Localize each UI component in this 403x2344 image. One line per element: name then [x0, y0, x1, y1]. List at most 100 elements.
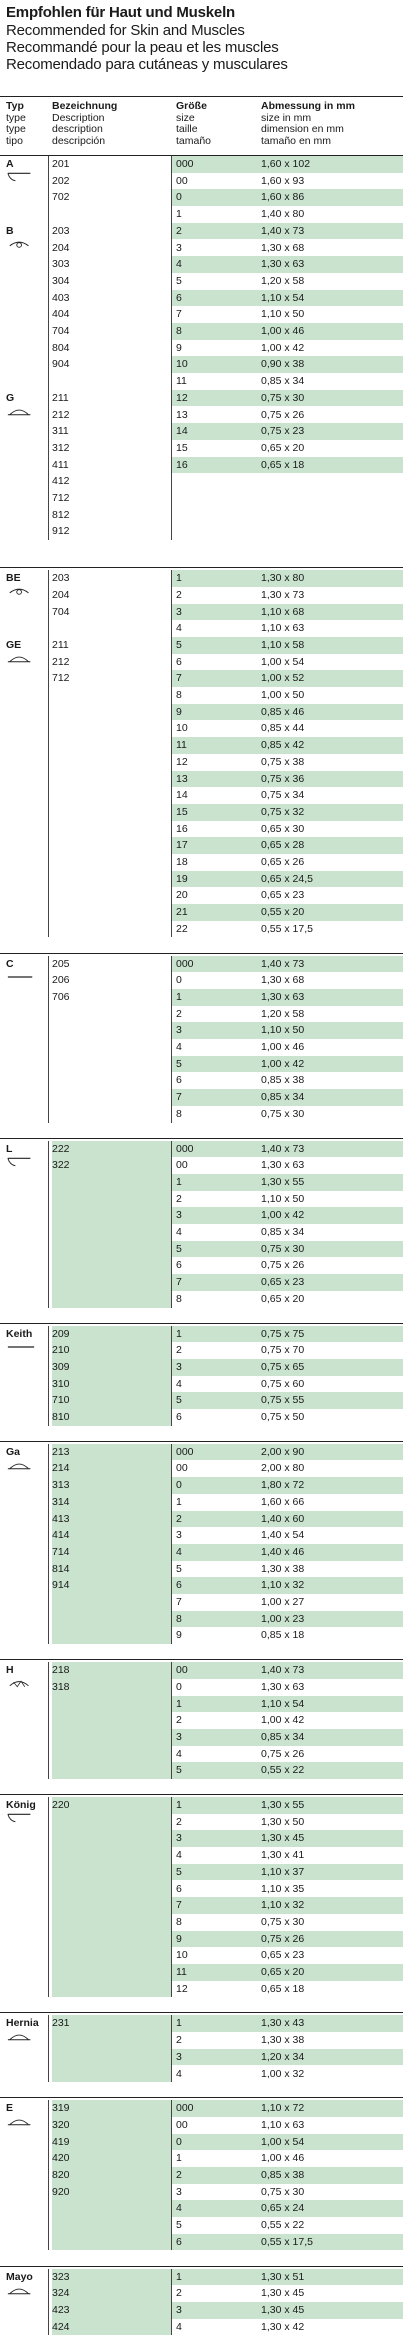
table-row: 4 1,30 x 41 — [171, 1847, 403, 1864]
description-code: 414 — [52, 1529, 70, 1542]
table-row: 3 1,30 x 45 — [171, 1830, 403, 1848]
dimension-value: 1,10 x 63 — [261, 2118, 305, 2131]
description-code: 212 — [52, 655, 70, 668]
size-value: 9 — [176, 705, 182, 718]
description-code: 203 — [52, 224, 70, 237]
size-value: 3 — [176, 605, 182, 618]
description-code: 211 — [52, 391, 69, 404]
size-value: 4 — [176, 1545, 182, 1558]
dimension-value: 1,20 x 58 — [261, 274, 305, 287]
needle-shape-icon — [7, 1345, 35, 1348]
size-value: 4 — [176, 1747, 182, 1760]
table-row: 4 1,10 x 63 — [171, 620, 403, 637]
description-code: 320 — [52, 2118, 70, 2131]
size-value: 13 — [176, 408, 188, 421]
table-row: 3 1,10 x 68 — [171, 603, 403, 621]
size-value: 9 — [176, 1629, 182, 1642]
size-value: 20 — [176, 889, 188, 902]
size-value: 8 — [176, 1915, 182, 1928]
dimension-value: 0,85 x 42 — [261, 739, 305, 752]
table-row: 3 1,10 x 50 — [171, 1022, 403, 1039]
col-size: Größe size taille tamaño — [176, 100, 212, 147]
table-row: 5 1,20 x 58 — [171, 273, 403, 290]
table-row: 3 1,20 x 34 — [171, 2048, 403, 2066]
dimension-value: 0,85 x 44 — [261, 722, 305, 735]
table-row: 6 1,10 x 35 — [171, 1881, 403, 1898]
dimension-value: 1,00 x 32 — [261, 2067, 305, 2080]
dimension-value: 0,55 x 17,5 — [261, 922, 313, 935]
size-value: 16 — [176, 822, 188, 835]
col-dimension: Abmessung in mm size in mm dimension en mm… — [261, 100, 355, 147]
table-row: 9 0,75 x 26 — [171, 1930, 403, 1948]
table-row: 1 0,75 x 75 — [171, 1325, 403, 1343]
size-value: 8 — [176, 325, 182, 337]
size-value: 3 — [176, 1730, 182, 1743]
table-row: 9 0,85 x 46 — [171, 703, 403, 721]
dimension-value: 0,75 x 38 — [261, 755, 305, 768]
size-value: 6 — [176, 1579, 182, 1592]
table-row: 9 0,85 x 18 — [171, 1627, 403, 1644]
table-row: 0 1,80 x 72 — [171, 1477, 403, 1494]
column-divider — [48, 1443, 49, 1645]
dimension-value: 1,10 x 58 — [261, 638, 305, 651]
size-value: 12 — [176, 391, 188, 404]
description-code: 403 — [52, 291, 70, 304]
table-row: 0 1,00 x 54 — [171, 2133, 403, 2151]
table-row: 3 0,75 x 65 — [171, 1358, 403, 1376]
table-row: 4 0,75 x 60 — [171, 1376, 403, 1393]
dimension-value: 1,40 x 80 — [261, 208, 305, 221]
table-row: 5 0,75 x 55 — [171, 1392, 403, 1409]
size-value: 19 — [176, 872, 188, 885]
table-row: 00 1,10 x 63 — [171, 2117, 403, 2134]
description-code: 702 — [52, 191, 70, 204]
dimension-value: 1,00 x 46 — [261, 325, 305, 337]
column-divider — [48, 2100, 49, 2251]
size-value: 18 — [176, 856, 188, 868]
dimension-value: 1,30 x 45 — [261, 1832, 305, 1845]
column-divider — [171, 2100, 172, 2251]
size-value: 10 — [176, 722, 188, 735]
size-value: 9 — [176, 341, 182, 354]
size-value: 00 — [176, 174, 188, 187]
title-de: Empfohlen für Haut und Muskeln — [6, 4, 235, 21]
table-row: 16 0,65 x 18 — [171, 456, 403, 474]
dimension-value: 1,10 x 63 — [261, 622, 305, 635]
description-code: 413 — [52, 1512, 70, 1525]
size-value: 00 — [176, 1462, 188, 1475]
type-label: C — [6, 957, 14, 970]
table-row: 7 1,00 x 27 — [171, 1594, 403, 1611]
description-code: 912 — [52, 525, 70, 538]
column-divider — [48, 1797, 49, 1998]
description-code: 404 — [52, 308, 70, 321]
size-value: 3 — [176, 1209, 182, 1222]
dimension-value: 0,75 x 30 — [261, 1107, 305, 1120]
dimension-value: 1,00 x 42 — [261, 1714, 305, 1727]
dimension-value: 1,30 x 38 — [261, 2034, 305, 2047]
dimension-value: 1,00 x 46 — [261, 1041, 305, 1053]
table-row: 3 1,40 x 54 — [171, 1527, 403, 1544]
description-code: 314 — [52, 1495, 70, 1508]
dimension-value: 0,90 x 38 — [261, 358, 305, 371]
description-code: 304 — [52, 274, 70, 287]
table-row: 3 1,30 x 45 — [171, 2301, 403, 2319]
table-row: 4 1,30 x 42 — [171, 2319, 403, 2336]
dimension-value: 1,00 x 23 — [261, 1612, 305, 1625]
dimension-value: 1,10 x 50 — [261, 1024, 305, 1037]
dimension-value: 1,60 x 86 — [261, 191, 305, 204]
dimension-value: 0,75 x 60 — [261, 1377, 305, 1390]
table-row: 8 1,00 x 46 — [171, 323, 403, 340]
size-value: 2 — [176, 1512, 182, 1525]
table-row: 0 1,60 x 86 — [171, 189, 403, 207]
size-value: 4 — [176, 2320, 182, 2333]
table-row: 2 1,40 x 73 — [171, 222, 403, 240]
dimension-value: 1,30 x 51 — [261, 2270, 305, 2283]
table-row: 000 1,60 x 102 — [171, 156, 403, 173]
size-value: 0 — [176, 974, 182, 987]
size-value: 2 — [176, 1815, 182, 1828]
needle-shape-icon — [7, 1813, 31, 1823]
table-row: 7 1,10 x 32 — [171, 1897, 403, 1914]
size-value: 2 — [176, 2034, 182, 2047]
description-code: 211 — [52, 638, 69, 651]
column-divider — [48, 955, 49, 1123]
